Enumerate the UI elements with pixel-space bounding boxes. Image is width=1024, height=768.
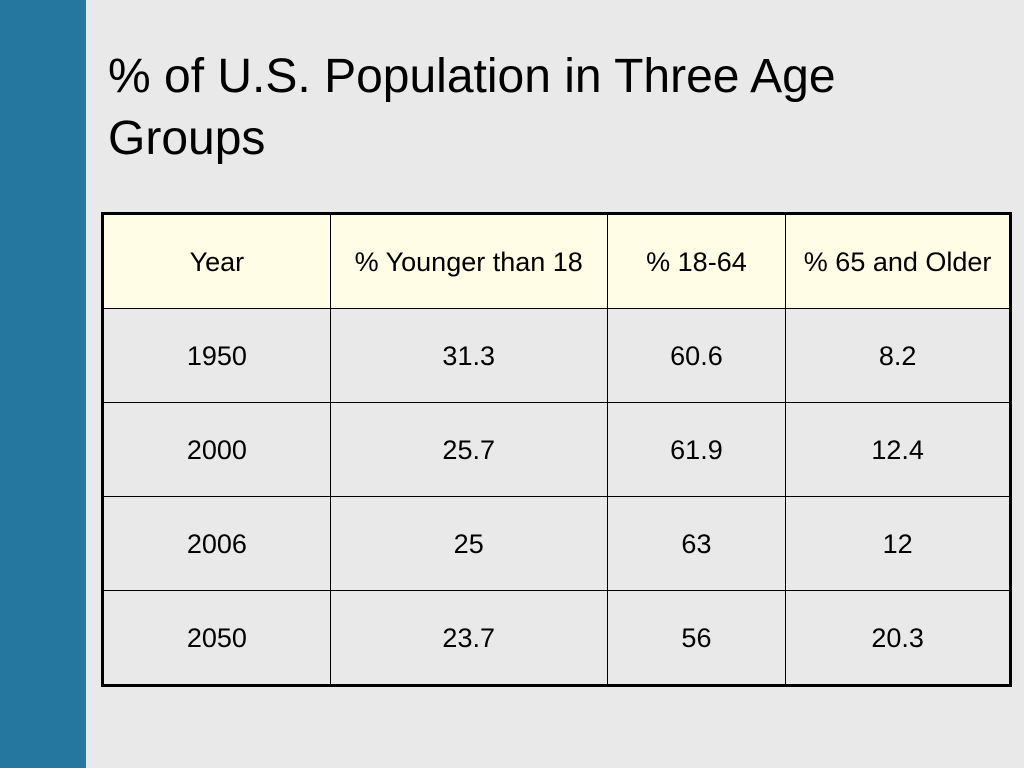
cell-younger-than-18: 31.3 bbox=[329, 308, 608, 403]
cell-year: 2006 bbox=[102, 496, 331, 591]
cell-younger-than-18: 23.7 bbox=[329, 590, 608, 686]
cell-younger-than-18: 25.7 bbox=[329, 402, 608, 497]
cell-65-and-older: 12 bbox=[785, 496, 1011, 591]
slide-title: % of U.S. Population in Three Age Groups bbox=[108, 50, 836, 165]
header-18-64: % 18-64 bbox=[606, 213, 787, 309]
cell-65-and-older: 12.4 bbox=[785, 402, 1011, 497]
cell-younger-than-18: 25 bbox=[329, 496, 608, 591]
table-header-row: Year % Younger than 18 % 18-64 % 65 and … bbox=[102, 213, 1011, 309]
cell-18-64: 63 bbox=[606, 496, 787, 591]
cell-18-64: 61.9 bbox=[606, 402, 787, 497]
cell-year: 2000 bbox=[102, 402, 331, 497]
side-accent-bar bbox=[0, 0, 86, 768]
cell-year: 2050 bbox=[102, 590, 331, 686]
cell-65-and-older: 20.3 bbox=[785, 590, 1011, 686]
cell-18-64: 56 bbox=[606, 590, 787, 686]
table-row: 1950 31.3 60.6 8.2 bbox=[102, 308, 1011, 403]
population-table: Year % Younger than 18 % 18-64 % 65 and … bbox=[101, 212, 1012, 687]
header-year: Year bbox=[102, 213, 331, 309]
header-younger-than-18: % Younger than 18 bbox=[329, 213, 608, 309]
table-row: 2050 23.7 56 20.3 bbox=[102, 590, 1011, 686]
table-row: 2000 25.7 61.9 12.4 bbox=[102, 402, 1011, 497]
cell-18-64: 60.6 bbox=[606, 308, 787, 403]
cell-year: 1950 bbox=[102, 308, 331, 403]
header-65-and-older: % 65 and Older bbox=[785, 213, 1011, 309]
cell-65-and-older: 8.2 bbox=[785, 308, 1011, 403]
table-row: 2006 25 63 12 bbox=[102, 496, 1011, 591]
